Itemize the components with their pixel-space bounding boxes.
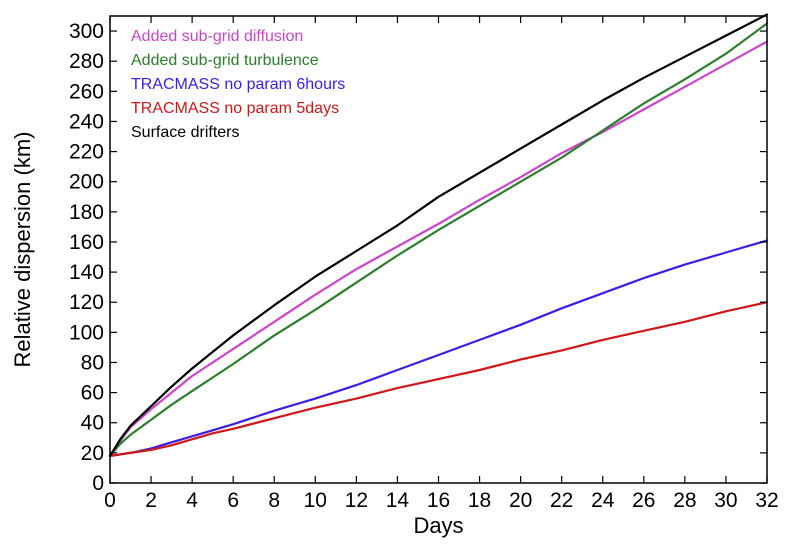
x-tick-label: 4 (186, 489, 198, 512)
ticks-layer: 0 2 4 6 8 10 12 14 16 18 20 22 24 26 28 30 3202040608010… (69, 16, 779, 512)
x-tick-label: 12 (345, 489, 368, 512)
y-tick-label: 260 (69, 80, 104, 103)
legend: Added sub-grid diffusion Added sub-grid t… (131, 28, 345, 141)
series-layer (108, 13, 769, 457)
y-tick-label: 0 (92, 472, 104, 495)
x-tick-label: 30 (714, 489, 737, 512)
y-tick-label: 160 (69, 231, 104, 254)
x-tick-label: 0 (104, 489, 116, 512)
y-tick-label: 220 (69, 141, 104, 164)
y-tick-label: 300 (69, 20, 104, 43)
legend-entry-0: Added sub-grid diffusion (131, 28, 303, 45)
x-tick-label: 16 (427, 489, 450, 512)
x-tick-label: 22 (550, 489, 573, 512)
x-tick-label: 6 (227, 489, 239, 512)
x-tick-label: 2 (145, 489, 157, 512)
legend-entry-4: Surface drifters (131, 124, 239, 141)
x-tick-label: 8 (268, 489, 280, 512)
y-tick-label: 40 (81, 412, 104, 435)
x-tick-label: 18 (468, 489, 491, 512)
y-tick-label: 280 (69, 50, 104, 73)
y-tick-label: 20 (81, 442, 104, 465)
y-tick-label: 180 (69, 201, 104, 224)
y-tick-label: 240 (69, 110, 104, 133)
x-tick-label: 20 (509, 489, 532, 512)
x-tick-label: 28 (673, 489, 696, 512)
x-tick-label: 26 (632, 489, 655, 512)
series-line-3 (108, 301, 769, 457)
legend-entry-3: TRACMASS no param 5days (131, 100, 339, 117)
x-tick-label: 32 (755, 489, 778, 512)
series-line-2 (108, 239, 769, 457)
y-axis-title: Relative dispersion (km) (10, 132, 35, 368)
y-tick-label: 140 (69, 261, 104, 284)
x-tick-label: 10 (304, 489, 327, 512)
series-line-1 (108, 22, 769, 457)
legend-entry-2: TRACMASS no param 6hours (131, 76, 345, 93)
x-tick-label: 24 (591, 489, 615, 512)
x-tick-label: 14 (386, 489, 410, 512)
y-tick-label: 60 (81, 382, 104, 405)
x-axis-title: Days (413, 513, 463, 538)
y-tick-label: 80 (81, 351, 104, 374)
legend-entry-1: Added sub-grid turbulence (131, 52, 319, 69)
y-tick-label: 200 (69, 171, 104, 194)
series-line-4 (108, 13, 769, 457)
series-line-0 (108, 40, 769, 457)
y-tick-label: 120 (69, 291, 104, 314)
y-tick-label: 100 (69, 321, 104, 344)
